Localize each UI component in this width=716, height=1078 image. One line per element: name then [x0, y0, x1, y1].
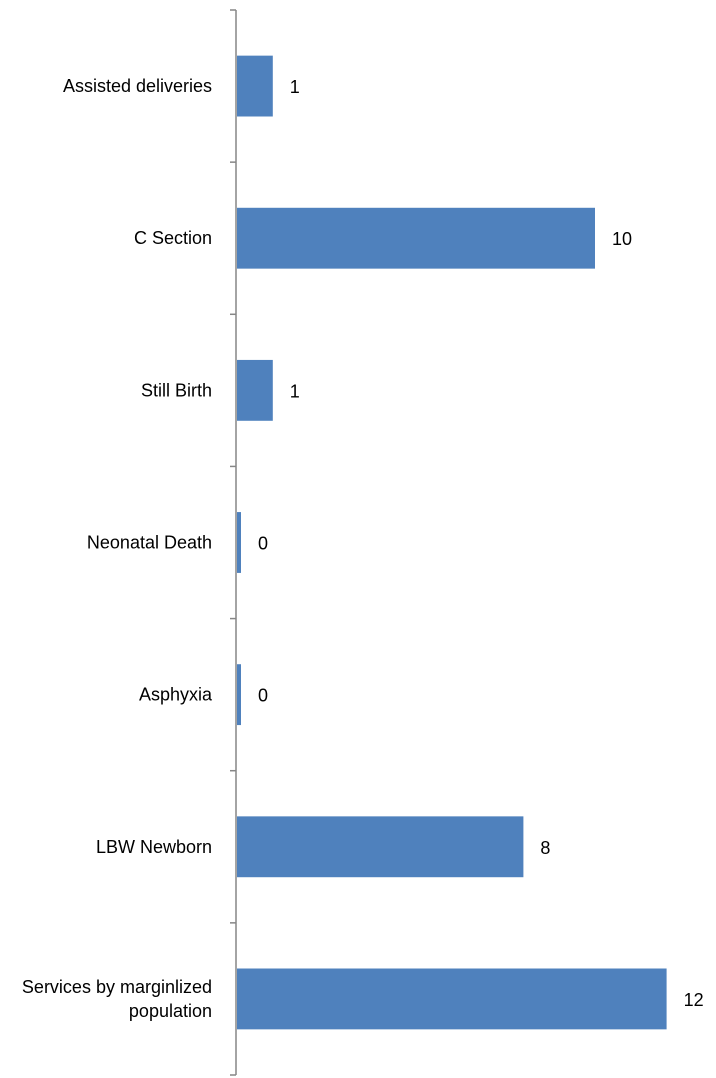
bar [237, 968, 667, 1030]
bar [237, 207, 595, 269]
category-label: Services by marginlized population [22, 977, 212, 1021]
bar [237, 664, 241, 726]
data-label: 1 [290, 381, 300, 401]
category-axis [230, 9, 237, 1076]
data-label: 0 [258, 686, 268, 706]
data-label: 10 [612, 229, 632, 249]
category-label: Still Birth [141, 380, 212, 400]
bar [237, 359, 273, 421]
data-label: 8 [540, 838, 550, 858]
data-label: 0 [258, 534, 268, 554]
category-labels: Assisted deliveries C Section Still Birth N… [22, 76, 213, 1021]
bar [237, 512, 241, 573]
category-label: C Section [134, 228, 212, 248]
bar [237, 55, 273, 117]
data-label: 1 [290, 77, 300, 97]
bar [237, 816, 524, 878]
category-label: Neonatal Death [87, 533, 212, 553]
data-label: 12 [684, 990, 704, 1010]
category-label: LBW Newborn [96, 837, 212, 857]
category-label: Asphyxia [139, 685, 213, 705]
bars [237, 55, 667, 1030]
category-label: Assisted deliveries [63, 76, 212, 96]
